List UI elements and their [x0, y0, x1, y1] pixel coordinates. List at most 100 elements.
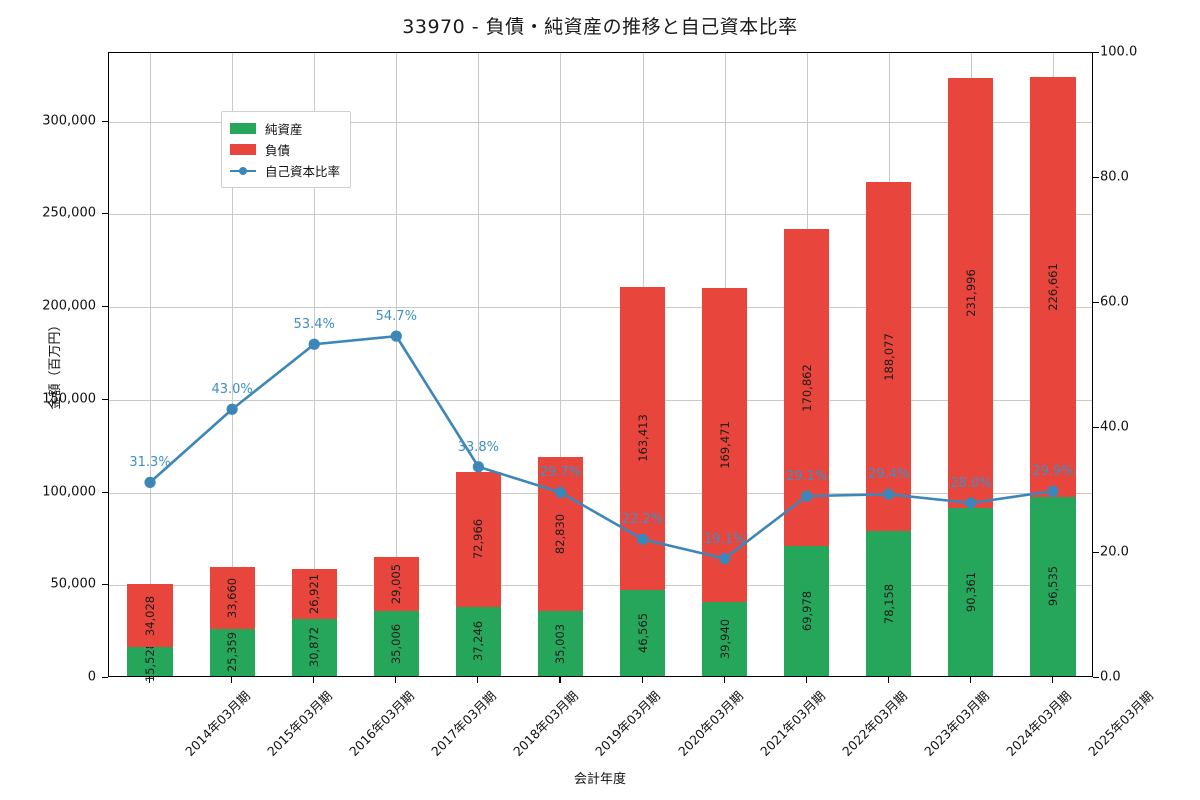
y-axis-left-tick-label: 200,000: [42, 298, 96, 314]
y-axis-tick-mark: [102, 398, 108, 400]
line-data-point[interactable]: [883, 488, 895, 500]
x-axis-tick-mark: [805, 677, 807, 683]
legend-swatch-equity: [230, 123, 256, 134]
line-point-label: 29.7%: [539, 465, 582, 481]
line-data-point[interactable]: [965, 497, 977, 509]
gridline: [560, 53, 562, 676]
bar-stack[interactable]: 90,361 231,996: [948, 78, 994, 676]
line-point-label: 31.3%: [129, 455, 171, 471]
line-point-label: 53.4%: [293, 317, 335, 333]
line-data-point[interactable]: [636, 533, 649, 545]
line-data-point[interactable]: [1047, 485, 1059, 497]
bar-segment-equity[interactable]: 35,003: [537, 611, 584, 676]
gridline: [109, 399, 1092, 401]
line-data-point[interactable]: [472, 461, 484, 473]
bar-stack[interactable]: 78,158 188,077: [866, 182, 912, 676]
chart-title: 33970 - 負債・純資産の推移と自己資本比率: [402, 16, 798, 38]
line-data-point[interactable]: [144, 476, 156, 488]
y-axis-right-tick-label: 0.0: [1100, 669, 1121, 685]
bar-segment-liabilities[interactable]: 231,996: [948, 78, 994, 509]
bar-segment-equity[interactable]: 78,158: [866, 531, 912, 676]
y-axis-tick-mark: [102, 120, 108, 122]
y-axis-right-tick-mark: [1093, 52, 1099, 54]
gridline: [109, 585, 1092, 587]
line-series-layer: [144, 330, 1059, 565]
bar-segment-liabilities[interactable]: 26,921: [291, 568, 337, 619]
bar-segment-equity[interactable]: 69,978: [784, 546, 830, 676]
y-axis-left-tick-label: 150,000: [42, 391, 96, 407]
x-axis-tick-mark: [313, 677, 315, 683]
bar-segment-liabilities[interactable]: 226,661: [1030, 76, 1076, 497]
bar-segment-liabilities[interactable]: 72,966: [455, 471, 501, 607]
y-axis-tick-mark: [102, 306, 108, 308]
y-axis-left-tick-label: 300,000: [42, 113, 96, 129]
legend-item-equity-ratio: 自己資本比率: [230, 160, 340, 181]
bar-segment-equity[interactable]: 35,006: [373, 611, 419, 676]
bar-stack[interactable]: 96,535 226,661: [1030, 76, 1076, 676]
y-axis-right-tick-label: 20.0: [1100, 544, 1129, 560]
x-axis-tick-mark: [395, 677, 397, 683]
x-axis-label: 会計年度: [573, 772, 626, 787]
y-axis-right-tick-mark: [1093, 677, 1099, 679]
y-axis-right-tick-label: 60.0: [1100, 294, 1129, 310]
bar-stack[interactable]: 37,246 72,966: [455, 471, 501, 676]
bar-stack[interactable]: 39,940 169,471: [702, 287, 748, 676]
bar-segment-liabilities[interactable]: 33,660: [209, 566, 255, 629]
bar-segment-liabilities[interactable]: 169,471: [702, 287, 748, 602]
gridline: [109, 307, 1092, 309]
x-axis-tick-mark: [231, 677, 233, 683]
bar-segment-equity[interactable]: 46,565: [619, 589, 666, 676]
y-axis-left-tick-label: 250,000: [42, 205, 96, 221]
line-data-point[interactable]: [308, 338, 320, 350]
y-axis-right-tick-label: 80.0: [1100, 169, 1129, 185]
legend-swatch-liabilities: [230, 144, 256, 155]
x-axis-tick-label: 2021年03月期: [756, 688, 828, 759]
line-data-point[interactable]: [719, 553, 731, 565]
bar-segment-liabilities[interactable]: 82,830: [537, 457, 584, 612]
line-point-label: 28.0%: [950, 476, 992, 491]
y-axis-left-tick-label: 100,000: [42, 484, 96, 500]
equity-ratio-line: [149, 334, 1054, 560]
x-axis-tick-label: 2023年03月期: [920, 688, 992, 759]
bar-segment-equity[interactable]: 37,246: [455, 606, 501, 676]
y-axis-tick-mark: [102, 491, 108, 493]
line-data-point[interactable]: [226, 403, 238, 415]
legend-label-equity-ratio: 自己資本比率: [265, 164, 341, 179]
x-axis-tick-mark: [887, 677, 889, 683]
y-axis-tick-mark: [102, 677, 108, 679]
x-axis-tick-mark: [149, 677, 151, 683]
bar-segment-equity[interactable]: 15,528: [127, 641, 173, 682]
bar-segment-equity[interactable]: 39,940: [702, 601, 748, 676]
line-data-point[interactable]: [801, 490, 813, 502]
x-axis-tick-mark: [641, 677, 643, 683]
bar-segment-liabilities[interactable]: 34,028: [127, 584, 173, 648]
bar-segment-liabilities[interactable]: 29,005: [373, 557, 419, 612]
y-axis-tick-mark: [102, 584, 108, 586]
line-data-point[interactable]: [554, 486, 567, 498]
legend-item-liabilities: 負債: [230, 139, 340, 160]
x-axis-tick-label: 2022年03月期: [838, 688, 910, 759]
bar-segment-liabilities[interactable]: 188,077: [866, 182, 912, 532]
bar-segment-equity[interactable]: 90,361: [948, 508, 994, 676]
line-data-point[interactable]: [390, 330, 402, 342]
y-axis-right-tick-mark: [1093, 177, 1099, 179]
bar-stack[interactable]: 35,006 29,005: [373, 557, 419, 676]
x-axis-tick-mark: [477, 677, 479, 683]
bar-segment-equity[interactable]: 25,359: [209, 628, 255, 676]
y-axis-tick-mark: [102, 213, 108, 215]
line-point-label: 54.7%: [375, 309, 417, 325]
bar-segment-equity[interactable]: 30,872: [291, 618, 337, 676]
legend-item-equity: 純資産: [230, 118, 340, 139]
bar-stack[interactable]: 35,003 82,830: [537, 457, 584, 676]
x-axis-tick-label: 2016年03月期: [346, 688, 418, 759]
bar-segment-equity[interactable]: 96,535: [1030, 496, 1076, 676]
x-axis-tick-label: 2019年03月期: [592, 688, 664, 759]
bar-stack[interactable]: 25,359 33,660: [209, 566, 255, 676]
x-axis-tick-mark: [723, 677, 725, 683]
x-axis-tick-label: 2014年03月期: [182, 688, 253, 759]
bar-stack[interactable]: 30,872 26,921: [291, 568, 337, 676]
gridline: [478, 53, 480, 676]
bar-stack[interactable]: 15,528 34,028: [127, 584, 173, 682]
x-axis-tick-label: 2020年03月期: [674, 688, 746, 759]
